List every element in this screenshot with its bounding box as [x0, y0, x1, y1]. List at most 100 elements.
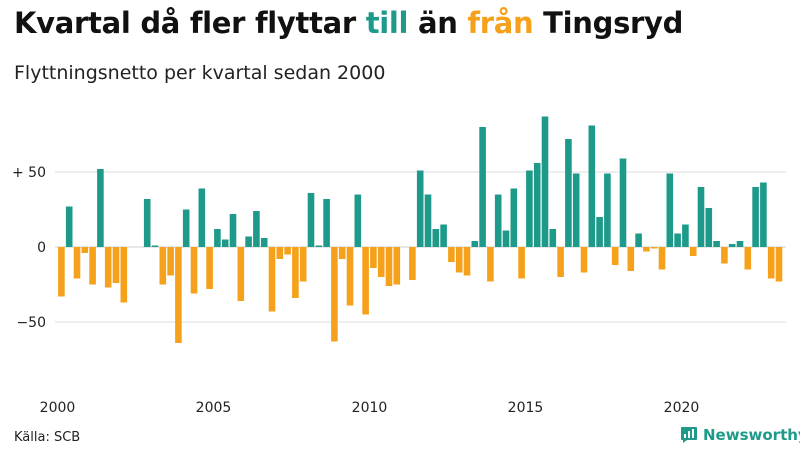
bar [557, 247, 564, 277]
x-tick-label: 2020 [664, 400, 700, 416]
bar [549, 229, 557, 247]
title-highlight-in: till [365, 6, 409, 40]
bar [674, 233, 681, 247]
bar [760, 182, 767, 247]
bar [307, 193, 315, 247]
bar [775, 247, 783, 282]
bar [315, 245, 323, 247]
bar [284, 247, 291, 255]
bar [260, 238, 268, 247]
bar [276, 247, 284, 259]
bar [572, 173, 580, 247]
brand-name: Newsworthy [703, 426, 800, 444]
bar [73, 247, 81, 279]
x-tick-label: 2005 [196, 400, 232, 416]
bar [159, 247, 167, 285]
bar [65, 206, 73, 247]
bar [611, 247, 619, 265]
y-tick-label: + 50 [12, 165, 46, 181]
bar [175, 247, 182, 343]
bar [752, 187, 759, 247]
bar [565, 139, 572, 247]
bar [767, 247, 775, 279]
bar [253, 211, 260, 247]
bar [151, 245, 159, 247]
bar [346, 247, 354, 306]
bar [604, 173, 611, 247]
bar [658, 247, 666, 270]
x-tick-label: 2010 [352, 400, 388, 416]
bar [268, 247, 276, 312]
bar [104, 247, 112, 288]
bar [362, 247, 369, 315]
bar [409, 247, 416, 280]
bar [744, 247, 752, 270]
bar [299, 247, 307, 282]
bar [143, 199, 151, 247]
bar [682, 224, 689, 247]
bar [221, 239, 229, 247]
bar [455, 247, 463, 273]
bar [120, 247, 128, 303]
bar [463, 247, 471, 276]
bar [728, 244, 736, 247]
bar [643, 247, 650, 252]
bar [635, 233, 642, 247]
bar [697, 187, 705, 247]
chart-subtitle: Flyttningsnetto per kvartal sedan 2000 [14, 62, 386, 84]
bar [424, 194, 432, 247]
bar [393, 247, 401, 285]
bar [58, 247, 65, 297]
bar [416, 170, 424, 247]
title-part1: Kvartal då fler flyttar [14, 6, 366, 40]
bar [713, 241, 720, 247]
bar [479, 127, 486, 247]
bar [580, 247, 588, 273]
bar [518, 247, 525, 279]
bar [190, 247, 198, 294]
bar [502, 230, 510, 247]
bar [167, 247, 174, 276]
bar [385, 247, 393, 286]
bar [338, 247, 346, 259]
bar [198, 188, 206, 247]
bar [650, 247, 658, 249]
brand-logo: Newsworthy [680, 426, 800, 444]
bar [112, 247, 120, 283]
bar [182, 209, 190, 247]
source-note: Källa: SCB [14, 430, 81, 445]
bar [370, 247, 377, 268]
bar [689, 247, 697, 256]
y-tick-label: 0 [37, 240, 46, 256]
x-tick-label: 2000 [40, 400, 76, 416]
bar [206, 247, 213, 289]
chart-title: Kvartal då fler flyttar till än från Tin… [14, 6, 683, 40]
title-part3: Tingsryd [533, 6, 684, 40]
bar [510, 188, 518, 247]
bar [245, 236, 252, 247]
bar [526, 170, 533, 247]
bar [432, 229, 440, 247]
title-part2: än [408, 6, 468, 40]
bar [619, 158, 627, 247]
bar [596, 217, 603, 247]
bar [721, 247, 728, 264]
bar [331, 247, 338, 342]
bar [541, 116, 549, 247]
bar [81, 247, 89, 253]
title-highlight-out: från [467, 6, 534, 40]
bar [471, 241, 479, 247]
bar [97, 169, 104, 247]
bar [627, 247, 635, 271]
newsworthy-chart-icon [681, 427, 697, 443]
bar [588, 125, 596, 247]
bar [666, 173, 674, 247]
bar [440, 224, 447, 247]
bar [377, 247, 385, 277]
bar [237, 247, 245, 301]
bar [736, 241, 744, 247]
bar [214, 229, 221, 247]
bar [533, 163, 541, 247]
bar [354, 194, 362, 247]
